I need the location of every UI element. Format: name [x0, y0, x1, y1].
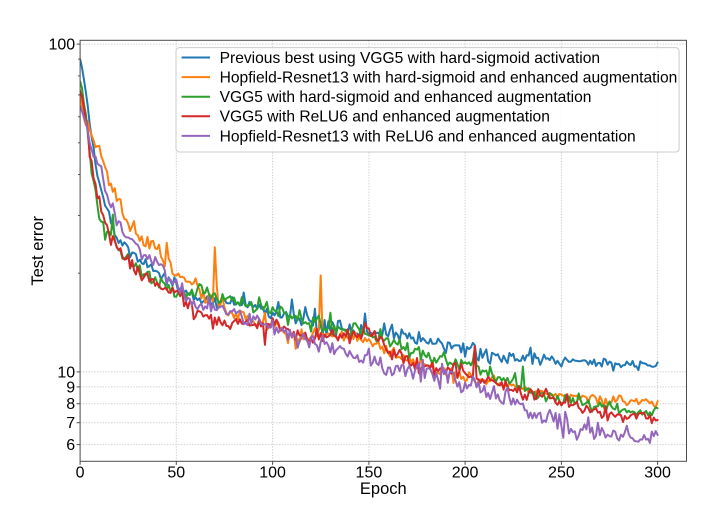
svg-text:300: 300	[644, 464, 671, 481]
svg-text:Hopfield-Resnet13 with hard-si: Hopfield-Resnet13 with hard-sigmoid and …	[220, 70, 678, 87]
svg-text:Hopfield-Resnet13 with ReLU6 a: Hopfield-Resnet13 with ReLU6 and enhance…	[220, 128, 636, 145]
svg-text:VGG5 with hard-sigmoid and enh: VGG5 with hard-sigmoid and enhanced augm…	[220, 89, 592, 106]
svg-text:50: 50	[167, 464, 185, 481]
svg-text:10: 10	[57, 364, 75, 381]
svg-text:150: 150	[356, 464, 383, 481]
svg-text:6: 6	[66, 437, 75, 454]
svg-text:7: 7	[66, 415, 75, 432]
svg-text:VGG5 with ReLU6 and enhanced a: VGG5 with ReLU6 and enhanced augmentatio…	[220, 109, 550, 126]
svg-text:8: 8	[66, 396, 75, 413]
svg-text:200: 200	[452, 464, 479, 481]
svg-text:Epoch: Epoch	[360, 480, 407, 498]
svg-text:0: 0	[76, 464, 85, 481]
svg-text:9: 9	[66, 379, 75, 396]
svg-text:100: 100	[48, 37, 75, 54]
svg-text:Test error: Test error	[29, 215, 47, 285]
svg-text:250: 250	[548, 464, 575, 481]
svg-text:Previous best using VGG5 with: Previous best using VGG5 with hard-sigmo…	[220, 50, 600, 67]
svg-text:100: 100	[259, 464, 286, 481]
